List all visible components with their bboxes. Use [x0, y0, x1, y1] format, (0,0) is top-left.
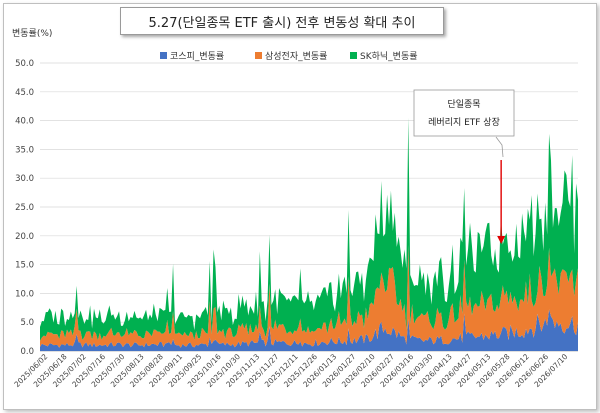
y-tick-label: 15.0 [15, 261, 34, 271]
area-series-3 [40, 117, 578, 341]
y-tick-label: 20.0 [15, 232, 34, 242]
y-tick-label: 35.0 [15, 145, 34, 155]
y-tick-label: 0.0 [20, 347, 34, 357]
y-tick-label: 25.0 [15, 203, 34, 213]
annotation-box [413, 89, 515, 137]
chart-title: 5.27(단일종목 ETF 출시) 전후 변동성 확대 추이 [120, 7, 444, 35]
y-axis-label: 변동률(%) [12, 28, 52, 39]
annotation: 단일종목 레버리지 ETF 상장 [413, 89, 515, 244]
legend-label: 코스피_변동률 [170, 51, 224, 62]
legend-label: SK하닉_변동률 [360, 51, 418, 62]
y-tick-label: 10.0 [15, 289, 34, 299]
annotation-callout [495, 136, 504, 158]
annotation-line1: 단일종목 [447, 99, 480, 110]
annotation-arrowhead [497, 236, 506, 244]
legend-swatch [255, 52, 262, 59]
y-tick-label: 50.0 [15, 59, 34, 69]
y-tick-label: 5.0 [20, 318, 34, 328]
area-series-1 [40, 309, 578, 351]
x-ticks: 2025/06/022025/06/182025/07/022025/07/16… [12, 352, 569, 389]
y-tick-label: 40.0 [15, 117, 34, 127]
annotation-line2: 레버리지 ETF 상장 [428, 117, 500, 128]
y-ticks: 0.0 5.0 10.0 15.0 20.0 25.0 30.0 35.0 40.0 45.0 50… [15, 59, 34, 357]
legend-label: 삼성전자_변동률 [265, 51, 327, 62]
legend-swatch [350, 52, 357, 59]
y-tick-label: 30.0 [15, 174, 34, 184]
legend-swatch [160, 52, 167, 59]
chart-areas [40, 117, 578, 351]
y-tick-label: 45.0 [15, 88, 34, 98]
legend: 코스피_변동률 삼성전자_변동률 SK하닉_변동률 [160, 51, 418, 62]
area-series-2 [40, 245, 578, 348]
